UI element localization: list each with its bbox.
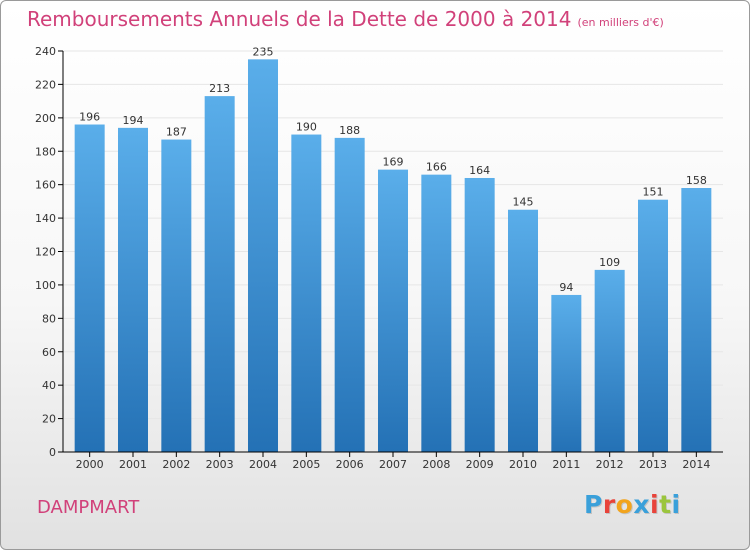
value-label-2013: 151	[643, 186, 664, 199]
x-tick-label-2003: 2003	[206, 458, 234, 471]
bar-2008	[421, 174, 452, 452]
labels: 0 20 40 60 80 100 120 140 160 180 200 220 240 196 2000…	[35, 45, 710, 471]
y-tick-label: 140	[35, 212, 56, 225]
bar-2010	[508, 209, 538, 452]
bars	[74, 59, 712, 453]
value-label-2006: 188	[339, 124, 360, 137]
y-tick-label: 120	[35, 246, 56, 259]
logo-letter: x	[633, 490, 650, 519]
value-label-2008: 166	[426, 161, 447, 174]
y-tick-label: 20	[42, 413, 56, 426]
y-tick-label: 60	[42, 346, 56, 359]
value-label-2012: 109	[599, 256, 620, 269]
x-tick-label-2009: 2009	[466, 458, 494, 471]
value-label-2010: 145	[513, 196, 534, 209]
y-tick-label: 220	[35, 78, 56, 91]
bar-2005	[291, 134, 322, 452]
y-tick-label: 200	[35, 112, 56, 125]
value-label-2007: 169	[383, 156, 404, 169]
logo-letter: P	[584, 490, 603, 519]
bar-2004	[248, 59, 278, 453]
x-tick-label-2014: 2014	[682, 458, 710, 471]
value-label-2002: 187	[166, 126, 187, 139]
logo-letter: r	[602, 490, 616, 519]
value-label-2005: 190	[296, 121, 317, 134]
bar-2012	[594, 269, 625, 452]
x-tick-label-2011: 2011	[552, 458, 580, 471]
x-tick-label-2012: 2012	[596, 458, 624, 471]
bar-2011	[551, 294, 582, 452]
x-tick-label-2013: 2013	[639, 458, 667, 471]
value-label-2014: 158	[686, 174, 707, 187]
y-tick-label: 100	[35, 279, 56, 292]
value-label-2011: 94	[559, 281, 573, 294]
logo-letter: t	[659, 490, 672, 519]
logo-letter: i	[671, 490, 681, 519]
y-tick-label: 160	[35, 179, 56, 192]
chart-title: Remboursements Annuels de la Dette de 20…	[27, 7, 664, 31]
bar-2014	[681, 188, 712, 452]
value-label-2001: 194	[123, 114, 144, 127]
bar-2013	[638, 199, 668, 452]
chart-title-text: Remboursements Annuels de la Dette de 20…	[27, 7, 572, 31]
y-tick-label: 240	[35, 45, 56, 58]
y-tick-label: 40	[42, 379, 56, 392]
y-tick-label: 80	[42, 312, 56, 325]
y-tick-label: 180	[35, 145, 56, 158]
bar-2001	[118, 127, 148, 452]
axes	[58, 50, 723, 457]
bar-2006	[334, 137, 365, 452]
bar-2009	[464, 177, 495, 452]
x-tick-label-2001: 2001	[119, 458, 147, 471]
chart-title-unit: (en milliers d'€)	[577, 16, 664, 29]
x-tick-label-2004: 2004	[249, 458, 277, 471]
x-tick-label-2000: 2000	[76, 458, 104, 471]
proxiti-logo: Proxiti	[584, 490, 681, 519]
value-label-2004: 235	[253, 45, 274, 58]
bar-2002	[161, 139, 192, 452]
city-name: DAMPMART	[37, 497, 140, 518]
bar-2003	[204, 96, 235, 453]
value-label-2009: 164	[469, 164, 490, 177]
x-tick-label-2010: 2010	[509, 458, 537, 471]
value-label-2000: 196	[79, 111, 100, 124]
bar-2007	[378, 169, 408, 453]
y-tick-label: 0	[49, 446, 56, 459]
x-tick-label-2007: 2007	[379, 458, 407, 471]
logo-letter: o	[615, 490, 634, 519]
x-tick-label-2005: 2005	[292, 458, 320, 471]
bar-2000	[74, 124, 105, 453]
x-tick-label-2008: 2008	[422, 458, 450, 471]
logo-letter: i	[650, 490, 660, 519]
x-tick-label-2002: 2002	[162, 458, 190, 471]
value-label-2003: 213	[209, 82, 230, 95]
x-tick-label-2006: 2006	[336, 458, 364, 471]
